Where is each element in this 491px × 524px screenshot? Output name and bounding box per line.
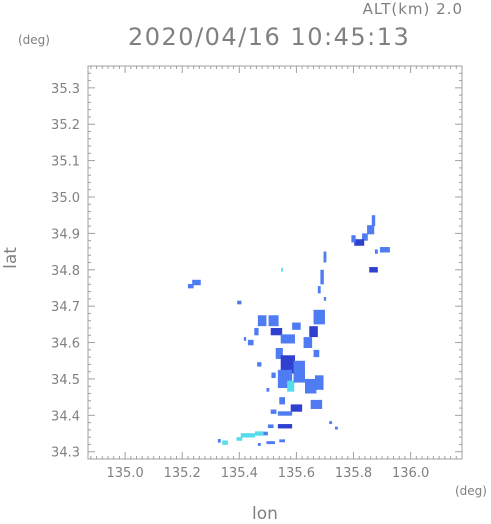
echo-cell: [240, 433, 256, 438]
echo-cell: [279, 439, 285, 443]
echo-cell: [268, 315, 279, 327]
x-tick-label: 135.6: [278, 466, 315, 481]
echo-cell: [379, 247, 390, 253]
echo-cell: [369, 267, 378, 273]
echo-cell: [290, 404, 303, 412]
y-tick-label: 35.0: [51, 191, 80, 206]
y-tick-label: 34.9: [51, 227, 80, 242]
echo-cell: [275, 348, 283, 359]
echo-cell: [313, 349, 320, 358]
echo-cell: [236, 437, 243, 441]
echo-cell: [262, 431, 268, 436]
echo-cell: [287, 380, 295, 392]
echo-cell: [277, 424, 293, 429]
echo-cell: [303, 337, 313, 349]
x-tick-label: 136.0: [392, 466, 429, 481]
echo-cell: [257, 315, 267, 327]
echo-cell: [254, 328, 259, 336]
echo-cell: [314, 375, 324, 390]
echo-cell: [367, 225, 375, 235]
y-tick-label: 35.1: [51, 155, 80, 170]
x-axis-label: lon: [252, 504, 278, 524]
echo-cell: [271, 372, 276, 379]
echo-cell: [255, 431, 264, 436]
x-tick-label: 135.8: [335, 466, 372, 481]
echo-cell: [217, 438, 221, 443]
echo-cell: [257, 442, 261, 446]
y-tick-label: 34.7: [51, 300, 80, 315]
echo-cell: [334, 426, 338, 430]
echo-cell: [280, 334, 295, 344]
echo-cell: [354, 239, 365, 246]
x-unit-label: (deg): [455, 484, 487, 498]
echo-cell: [279, 397, 285, 405]
echo-cell: [317, 286, 321, 294]
echo-cell: [266, 441, 275, 445]
datetime-title: 2020/04/16 10:45:13: [128, 23, 411, 51]
echo-cell: [266, 388, 270, 392]
echo-cell: [351, 235, 356, 243]
echo-cell: [277, 411, 293, 416]
y-tick-label: 34.6: [51, 337, 80, 352]
y-unit-label: (deg): [18, 33, 50, 47]
echo-cell: [222, 440, 228, 445]
echo-cell: [371, 215, 376, 227]
echo-cell: [313, 309, 325, 325]
y-axis-label: lat: [1, 247, 21, 269]
echo-cell: [323, 251, 327, 263]
echo-cell: [257, 362, 262, 367]
echo-cell: [320, 269, 324, 285]
echo-cell: [243, 337, 247, 341]
echo-cell: [362, 233, 368, 241]
y-tick-label: 34.3: [51, 446, 80, 461]
x-tick-label: 135.4: [221, 466, 258, 481]
y-tick-label: 35.2: [51, 118, 80, 133]
plot-frame: [87, 65, 463, 460]
echo-cell: [247, 339, 254, 346]
echo-cell: [323, 297, 327, 301]
echo-cell: [270, 409, 277, 414]
echo-cell: [280, 355, 295, 374]
echo-cell: [293, 360, 305, 383]
y-tick-label: 34.4: [51, 409, 80, 424]
x-tick-label: 135.0: [107, 466, 144, 481]
echo-cell: [267, 424, 274, 429]
echo-cell: [270, 328, 283, 336]
echo-cell: [281, 267, 283, 272]
echo-cell: [292, 322, 301, 330]
echo-cell: [237, 300, 242, 305]
y-tick-label: 34.5: [51, 373, 80, 388]
y-tick-label: 34.8: [51, 264, 80, 279]
x-axis: 135.0 135.2 135.4 135.6 135.8 136.0: [90, 66, 463, 481]
echo-cell: [304, 378, 317, 394]
echo-cell: [310, 399, 323, 409]
echo-cell: [374, 249, 378, 254]
x-tick-label: 135.2: [164, 466, 201, 481]
echo-cell: [309, 326, 318, 338]
altitude-label: ALT(km) 2.0: [362, 0, 463, 18]
echo-cell: [187, 283, 194, 289]
y-axis: 34.3 34.4 34.5 34.6 34.7 34.8 34.9 35.0 35.1 35.2…: [51, 65, 462, 461]
echo-cell: [192, 279, 201, 286]
radar-echo-layer: [187, 215, 390, 446]
y-tick-label: 35.3: [51, 82, 80, 97]
echo-cell: [329, 421, 333, 425]
